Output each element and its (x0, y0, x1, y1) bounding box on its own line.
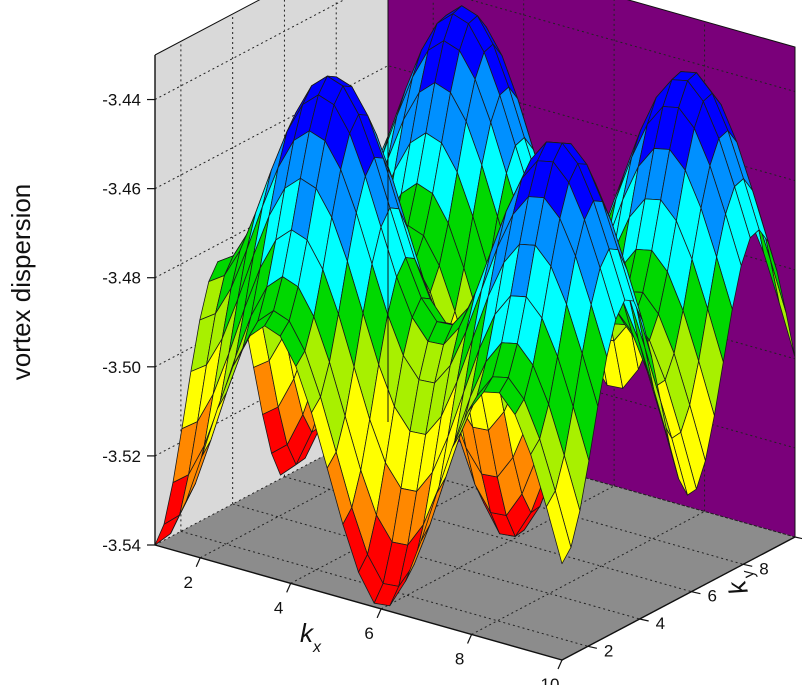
z-tick-label: -3.54 (102, 536, 141, 555)
x-tick (467, 634, 473, 644)
x-tick (286, 583, 292, 593)
y-axis-label-sub: y (739, 567, 758, 581)
z-tick-label: -3.44 (102, 91, 141, 110)
axis-lines (154, 55, 796, 661)
y-tick (691, 591, 701, 595)
y-tick-label: 8 (759, 559, 768, 578)
x-tick-label: 8 (455, 649, 464, 668)
x-tick-label: 4 (274, 598, 283, 617)
z-tick-label: -3.46 (102, 180, 141, 199)
y-tick (743, 563, 753, 567)
x-tick-label: 10 (541, 675, 560, 685)
x-tick (195, 557, 201, 568)
x-tick-label: 2 (183, 573, 192, 592)
x-axis-label-sub: x (312, 639, 322, 656)
z-tick-label: -3.52 (102, 447, 141, 466)
surface-facet (545, 490, 572, 565)
z-tick-label: -3.48 (102, 269, 141, 288)
plot-frame (154, 0, 796, 661)
z-tick-label: -3.50 (102, 358, 141, 377)
floor-grid-y (232, 503, 640, 620)
wall-grid-h (154, 0, 796, 100)
floor-grid-x (199, 434, 434, 559)
y-tick-label: 6 (707, 587, 716, 606)
x-tick (376, 608, 382, 619)
z-axis-label: vortex dispersion (6, 184, 36, 381)
y-tick (587, 645, 598, 649)
floor-grid-x (380, 485, 615, 610)
surface-mesh (154, 5, 796, 607)
y-tick-label: 2 (604, 641, 613, 660)
x-axis-label-main: k (300, 618, 315, 648)
x-tick-label: 6 (364, 624, 373, 643)
x-axis-label: k x (300, 618, 322, 656)
wall-edges (154, 0, 796, 537)
y-tick (639, 618, 649, 622)
axis-ticks: -3.44 -3.46 -3.48 -3.50 -3.52 -3.54 2 4 6 8 10 2 4 6 8… (102, 91, 802, 685)
y-tick-label: 4 (656, 614, 665, 633)
x-tick (557, 659, 563, 670)
floor (155, 422, 795, 660)
wall-grid-h (154, 421, 796, 546)
floor-grid-x (471, 511, 705, 635)
y-tick (794, 536, 802, 540)
